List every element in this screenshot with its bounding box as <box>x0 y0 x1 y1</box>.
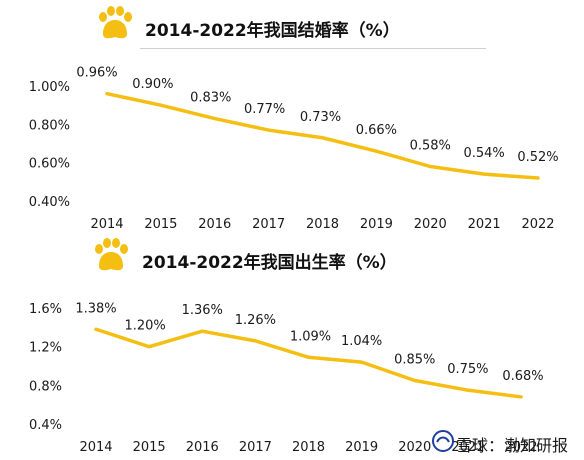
data-point <box>519 395 523 399</box>
watermark-label: 雪球：渤知研报 <box>456 436 569 455</box>
birth-rate-panel: 2014-2022年我国出生率（%） 1.6% 1.2% 0.8% 0.4% 2014 2… <box>0 232 584 460</box>
y-tick-label: 1.6% <box>29 302 62 317</box>
data-point <box>374 149 378 153</box>
y-tick-label: 0.40% <box>29 195 70 210</box>
y-tick-label: 0.4% <box>29 418 62 433</box>
x-tick-label: 2017 <box>239 440 272 455</box>
x-tick-label: 2018 <box>306 217 339 232</box>
data-point <box>159 103 163 107</box>
data-point <box>360 360 364 364</box>
data-label: 1.04% <box>341 334 382 349</box>
data-point <box>147 345 151 349</box>
data-point <box>307 355 310 359</box>
x-tick-label: 2016 <box>186 440 219 455</box>
x-tick-label: 2018 <box>292 440 325 455</box>
chart-title: 2014-2022年我国结婚率（%） <box>145 21 400 41</box>
paw-icon <box>99 6 132 39</box>
data-label: 0.90% <box>132 77 173 92</box>
x-tick-label: 2015 <box>133 440 166 455</box>
data-label: 1.09% <box>290 329 331 344</box>
x-tick-label: 2020 <box>398 440 431 455</box>
data-point <box>105 92 109 96</box>
x-tick-label: 2020 <box>414 217 447 232</box>
y-tick-label: 1.2% <box>29 341 62 356</box>
series-line <box>105 91 540 180</box>
y-tick-label: 1.00% <box>29 80 70 95</box>
x-tick-label: 2015 <box>144 217 177 232</box>
data-point <box>482 172 486 176</box>
data-label: 0.77% <box>244 102 285 117</box>
data-point <box>428 165 432 168</box>
y-tick-label: 0.80% <box>29 118 70 133</box>
data-label: 0.83% <box>190 91 231 106</box>
birth-rate-chart: 1.6% 1.2% 0.8% 0.4% 2014 2015 2016 2017 2018 2019… <box>29 301 544 455</box>
x-tick-label: 2019 <box>360 217 393 232</box>
data-point <box>413 379 417 382</box>
data-label: 1.36% <box>182 303 223 318</box>
x-tick-label: 2017 <box>252 217 285 232</box>
chart-title: 2014-2022年我国出生率（%） <box>142 253 397 273</box>
data-label: 0.73% <box>300 110 341 125</box>
data-point <box>94 327 98 331</box>
x-tick-label: 2014 <box>90 217 123 232</box>
x-tick-label: 2016 <box>198 217 231 232</box>
y-tick-label: 0.8% <box>29 379 62 394</box>
x-tick-label: 2022 <box>504 440 537 455</box>
snowball-icon <box>432 430 454 452</box>
data-label: 0.52% <box>517 150 558 165</box>
data-label: 0.58% <box>410 139 451 154</box>
data-point <box>536 176 540 180</box>
data-point <box>200 329 204 333</box>
data-label: 0.75% <box>447 362 488 377</box>
x-tick-label: 2019 <box>345 440 378 455</box>
data-point <box>253 339 257 343</box>
data-point <box>267 128 271 132</box>
x-tick-label: 2014 <box>79 440 112 455</box>
data-point <box>466 388 470 392</box>
data-label: 0.66% <box>356 123 397 138</box>
y-tick-label: 0.60% <box>29 157 70 172</box>
data-label: 1.20% <box>124 319 165 334</box>
marriage-rate-chart: 1.00% 0.80% 0.60% 0.40% 2014 2015 2016 2017 2018… <box>29 66 559 232</box>
x-tick-label: 2021 <box>468 217 501 232</box>
data-label: 0.68% <box>502 369 543 384</box>
data-label: 0.96% <box>76 66 117 81</box>
data-point <box>213 117 217 121</box>
title-divider <box>140 48 486 49</box>
x-tick-label: 2021 <box>451 440 484 455</box>
data-label: 0.54% <box>463 146 504 161</box>
data-label: 0.85% <box>394 353 435 368</box>
x-tick-label: 2022 <box>521 217 554 232</box>
marriage-rate-panel: 2014-2022年我国结婚率（%） 1.00% 0.80% 0.60% 0.40% 2… <box>29 6 559 232</box>
data-label: 1.38% <box>75 301 116 316</box>
paw-icon <box>95 238 128 271</box>
data-point <box>321 136 324 140</box>
data-label: 1.26% <box>235 313 276 328</box>
